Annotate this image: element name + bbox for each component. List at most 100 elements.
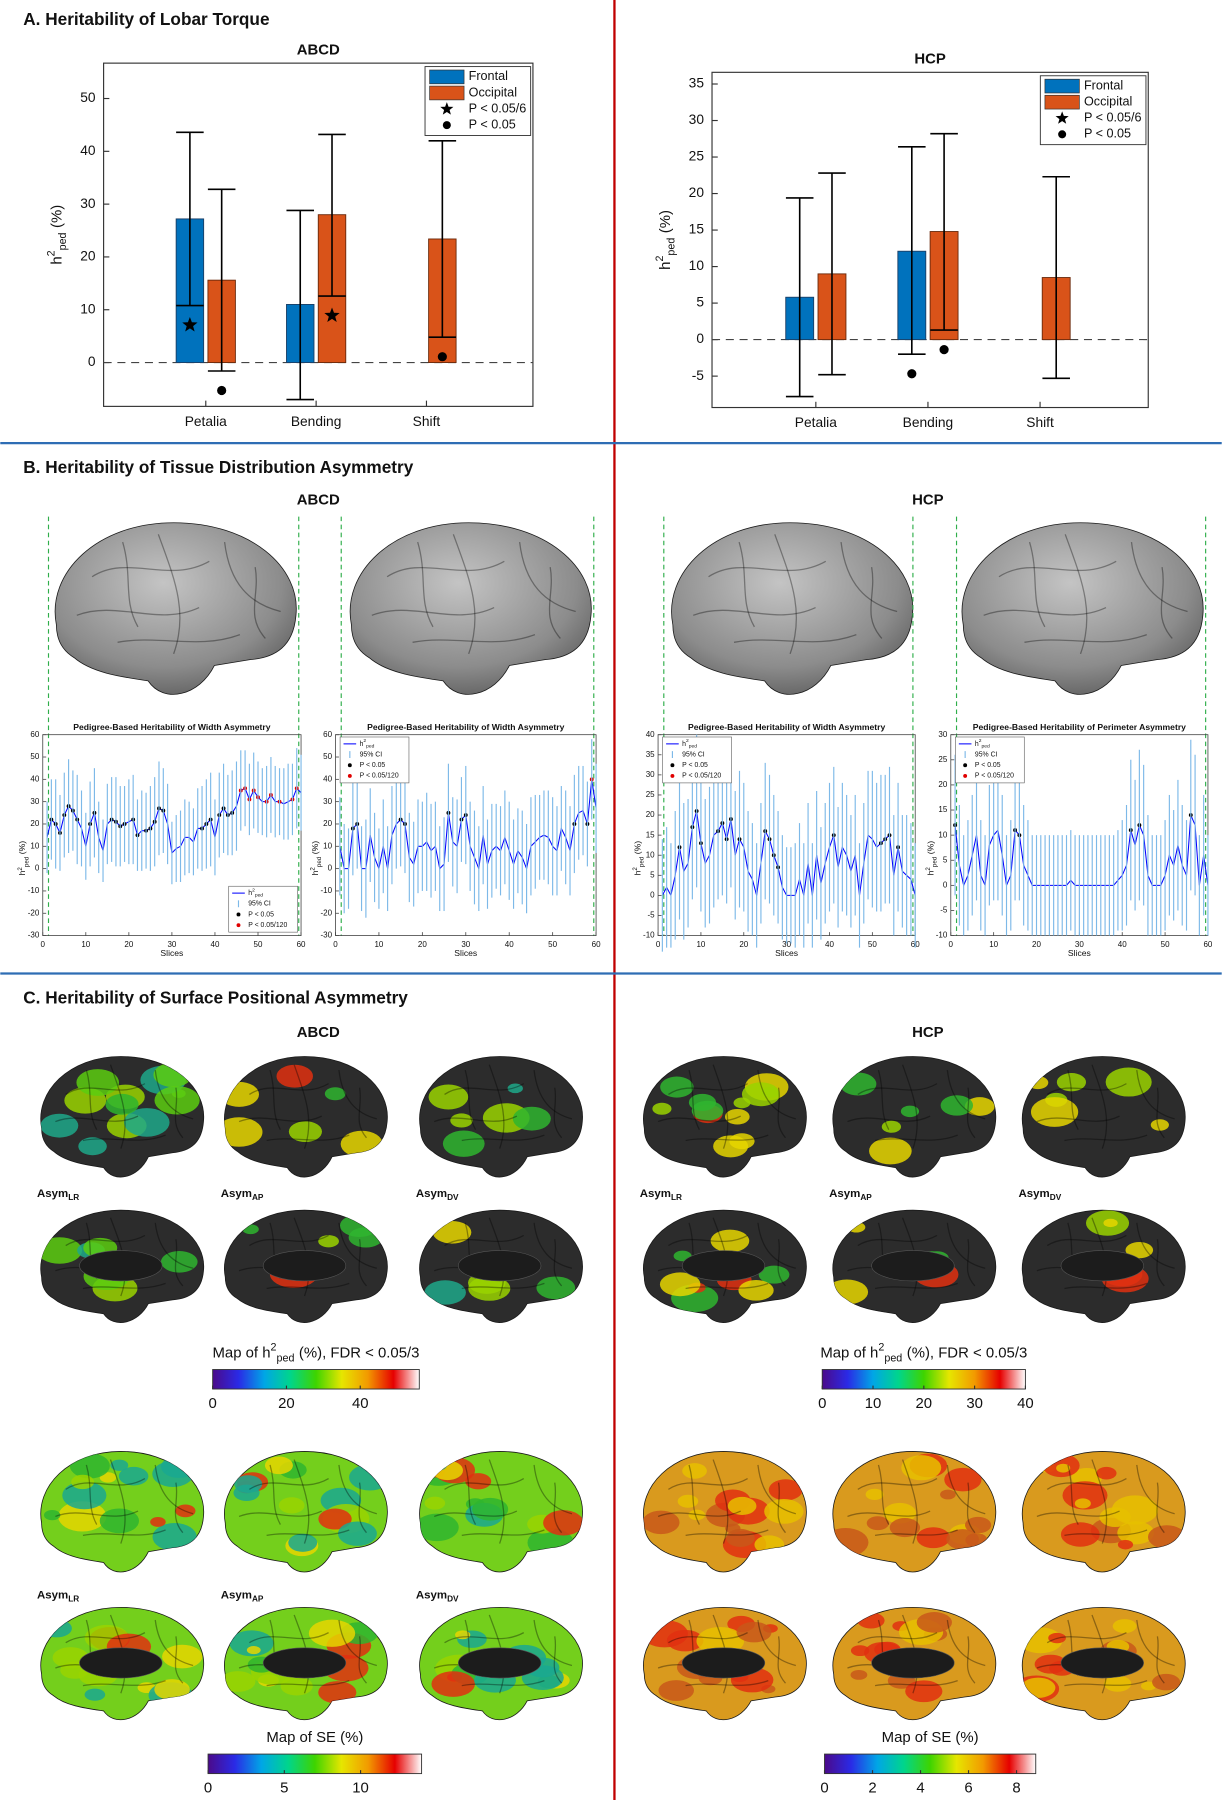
map-blob (465, 1473, 492, 1490)
text-part: 2 (979, 738, 982, 744)
map-blob (280, 1676, 313, 1696)
map-blob (536, 1276, 576, 1300)
sulcus (1047, 1479, 1126, 1490)
map-blob (40, 1113, 79, 1138)
brain-map (984, 534, 1188, 654)
colorbar-tick-label: 10 (865, 1395, 882, 1412)
sulcus (713, 1460, 728, 1544)
sulcus (489, 1460, 504, 1544)
brain (1022, 1210, 1185, 1322)
map-blob (43, 1509, 61, 1521)
sulcus (387, 561, 504, 576)
sulcus (534, 1070, 572, 1119)
colorbar-tick-label: 0 (204, 1779, 212, 1796)
map-blob (727, 1496, 757, 1515)
sulcus (267, 1283, 350, 1288)
legend-dot (236, 923, 241, 928)
text-part: LR (68, 1193, 79, 1202)
y-tick-label: 60 (30, 730, 39, 739)
legend-label: Frontal (469, 69, 508, 83)
brain (672, 523, 913, 695)
sulcus (445, 1479, 524, 1490)
brain-map (419, 1457, 583, 1558)
chart-title: Pedigree-Based Heritability of Perimeter… (973, 722, 1186, 732)
sulcus (445, 1235, 524, 1245)
brain (833, 1057, 996, 1178)
map-blob (850, 1669, 868, 1680)
x-tick-label: 60 (1203, 940, 1212, 949)
x-tick-label: 40 (825, 940, 834, 949)
y-tick-label: -5 (940, 906, 948, 915)
map-blob (736, 1621, 772, 1643)
colorbar-tick-label: 0 (209, 1395, 217, 1412)
x-tick-label: Bending (291, 414, 342, 429)
colorbar-tick-label: 0 (820, 1779, 828, 1796)
text-part: ped (665, 238, 677, 256)
colorbar-tick-label: 40 (1017, 1395, 1034, 1412)
sulcus (465, 1465, 475, 1525)
y-axis-label: h2ped(%) (654, 210, 677, 270)
y-axis-label: h2ped(%) (309, 841, 322, 876)
map-blob (1105, 1067, 1152, 1097)
chart-title: Pedigree-Based Heritability of Width Asy… (367, 722, 565, 732)
y-tick-label: 20 (80, 249, 96, 264)
text-part: Map of h (820, 1344, 878, 1361)
medial-wall (682, 1648, 765, 1678)
text-part: h (248, 890, 252, 897)
brain (643, 1057, 806, 1178)
view-label: AsymDV (1019, 1188, 1062, 1202)
map-blob (276, 1064, 313, 1088)
sulcus (658, 1511, 741, 1516)
text-part: (%) (657, 210, 674, 233)
brain-map (77, 534, 281, 654)
y-tick-label: 30 (323, 797, 332, 806)
brain (962, 523, 1203, 695)
sulcus (1161, 567, 1172, 638)
map-blob (512, 1106, 551, 1131)
text-part: ped (689, 744, 697, 750)
map-blob (1074, 1498, 1091, 1509)
text-part: ped (277, 1353, 295, 1365)
y-tick-label: 20 (938, 780, 947, 789)
legend-symbol (442, 121, 451, 130)
x-tick-label: 30 (461, 940, 470, 949)
map-blob (944, 1467, 982, 1492)
brain-map (41, 1615, 202, 1708)
map-blob (229, 1630, 274, 1657)
map-blob (278, 1497, 305, 1514)
brain-map (658, 1218, 796, 1312)
sulcus (155, 1465, 193, 1514)
colorbar-title: Map of h2ped (%), FDR < 0.05/3 (820, 1341, 1027, 1364)
y-tick-label: 40 (323, 774, 332, 783)
map-blob (1034, 1654, 1067, 1674)
map-blob (338, 1521, 377, 1546)
map-blob (224, 1117, 263, 1147)
map-blob (916, 1527, 950, 1549)
sulcus (462, 1135, 545, 1140)
sulcus (875, 1283, 958, 1288)
legend-dot (963, 763, 968, 768)
map-blob (738, 1279, 774, 1301)
y-tick-label: -10 (643, 931, 655, 940)
sulcus (359, 1636, 366, 1683)
view-label: AsymDV (416, 1590, 459, 1604)
text-part: 2 (16, 867, 23, 871)
map-blob (659, 1272, 701, 1297)
sulcus (118, 635, 240, 643)
x-tick-label: 10 (696, 940, 705, 949)
sulcus (359, 1088, 366, 1138)
text-part: ped (366, 744, 374, 750)
x-tick-label: 60 (592, 940, 601, 949)
sulcus (554, 1636, 561, 1683)
map-blob (288, 1121, 322, 1143)
sulcus (668, 1633, 747, 1643)
brain-map (643, 1460, 803, 1558)
text-part: h (682, 741, 686, 748)
text-part: (%) (49, 205, 66, 228)
x-tick-label: 50 (868, 940, 877, 949)
sulcus (549, 567, 560, 638)
text-part: (%), FDR < 0.05/3 (299, 1344, 420, 1361)
map-blob (71, 1474, 95, 1490)
brain-map (832, 1454, 991, 1557)
